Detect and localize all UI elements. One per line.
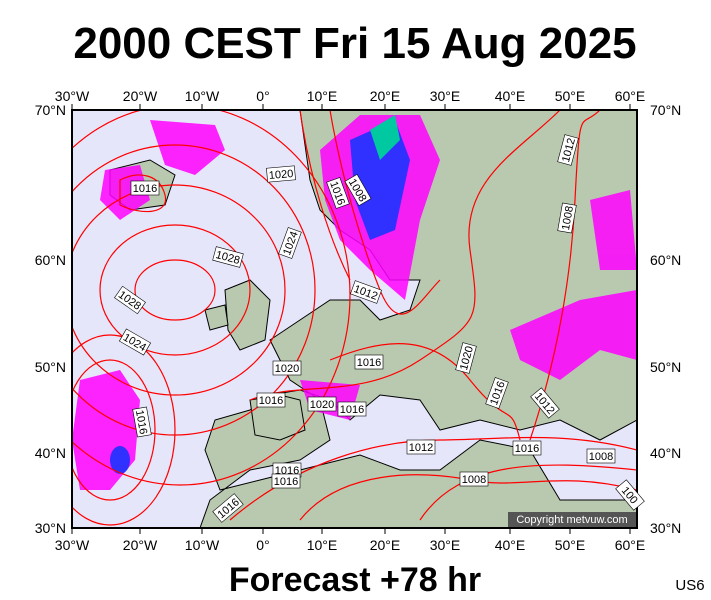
isobar-label-box — [557, 134, 579, 166]
isobar-label-text: 1016 — [515, 443, 539, 455]
isobar-label: 1012 — [406, 439, 436, 455]
lat-label-right: 40°N — [650, 445, 681, 461]
isobar-label-box — [326, 177, 350, 209]
isobar-label-box — [130, 180, 160, 196]
lat-label-left: 70°N — [35, 102, 66, 118]
lat-label-right: 60°N — [650, 252, 681, 268]
isobar-label-text: 1016 — [274, 476, 298, 488]
isobar-label: 1016 — [271, 473, 301, 489]
isobar-label: 1016 — [130, 180, 160, 196]
isobar-label-text: 1016 — [340, 404, 364, 416]
isobar-label-box — [530, 387, 560, 419]
isobar-label: 1008 — [557, 202, 577, 234]
isobar-label-text: 1016 — [133, 409, 149, 435]
isobar-label-box — [307, 396, 337, 412]
lat-label-right: 50°N — [650, 359, 681, 375]
lon-label-bottom: 50°E — [555, 537, 586, 553]
isobar-label: 1028 — [212, 246, 244, 268]
lon-label-top: 60°E — [615, 88, 646, 104]
map — [72, 110, 637, 528]
lat-label-left: 60°N — [35, 252, 66, 268]
isobar-label-text: 1020 — [275, 363, 299, 375]
code: US6 — [675, 577, 704, 594]
lon-label-bottom: 10°E — [307, 537, 338, 553]
isobar-label: 1016 — [132, 406, 152, 438]
lat-label-left: 50°N — [35, 359, 66, 375]
lon-label-bottom: 20°E — [370, 537, 401, 553]
isobar-label: 1008 — [459, 471, 489, 487]
isobar-label-box — [512, 440, 542, 456]
lon-label-top: 30°W — [55, 88, 90, 104]
isobar-label: 1016 — [512, 440, 542, 456]
isobar-label-box — [271, 473, 301, 489]
isobar-label: 1016 — [354, 354, 384, 370]
copyright: Copyright metvuw.com — [516, 514, 627, 526]
isobar-label-box — [615, 479, 645, 511]
intense-precipitation — [370, 115, 400, 160]
isobar-label-box — [337, 401, 367, 417]
isobar-label-text: 1008 — [462, 474, 486, 486]
isobar-label-box — [557, 202, 577, 234]
isobar-label: 1012 — [557, 134, 579, 166]
lon-label-top: 10°W — [185, 88, 220, 104]
isobar-label-box — [114, 285, 146, 315]
isobar-label-box — [266, 165, 296, 183]
lon-label-top: 50°E — [555, 88, 586, 104]
isobar-label-box — [212, 246, 244, 268]
isobar-label-text: 1008 — [560, 205, 576, 231]
isobar-label-text: 1012 — [409, 442, 433, 454]
heavy-precipitation — [110, 120, 410, 474]
lon-label-top: 20°E — [370, 88, 401, 104]
isobar-label: 1008 — [586, 448, 616, 464]
lat-label-left: 30°N — [35, 520, 66, 536]
isobar-label-box — [485, 377, 509, 409]
isobar-label-box — [272, 360, 302, 376]
lat-label-right: 30°N — [650, 520, 681, 536]
lon-label-top: 40°E — [495, 88, 526, 104]
title: 2000 CEST Fri 15 Aug 2025 — [73, 19, 636, 68]
isobar-label: 1020 — [272, 360, 302, 376]
isobar-label: 1016 — [337, 401, 367, 417]
map-frame — [71, 109, 638, 529]
isobar-label-text: 1016 — [133, 183, 157, 195]
isobar-label-box — [459, 471, 489, 487]
lon-label-top: 10°E — [307, 88, 338, 104]
isobar-label-box — [132, 406, 152, 438]
isobar-label-box — [212, 493, 244, 523]
forecast: Forecast +78 hr — [229, 561, 481, 599]
isobar-label-text: 1008 — [589, 451, 613, 463]
lon-label-top: 0° — [256, 88, 269, 104]
isobar-label-box — [118, 328, 152, 356]
lat-label-left: 40°N — [35, 445, 66, 461]
isobar-label-box — [586, 448, 616, 464]
isobar-label-text: 1020 — [268, 168, 293, 182]
isobar-label-box — [256, 392, 286, 408]
isobar-label: 1016 — [256, 392, 286, 408]
isobar-label-box — [406, 439, 436, 455]
lon-label-bottom: 10°W — [185, 537, 220, 553]
lon-label-top: 30°E — [430, 88, 461, 104]
isobar-label-box — [354, 354, 384, 370]
lat-label-right: 70°N — [650, 102, 681, 118]
isobar-label-box — [278, 227, 302, 259]
isobar-label: 1020 — [307, 396, 337, 412]
isobar-label-text: 1020 — [310, 399, 334, 411]
isobar-label-box — [455, 342, 477, 374]
isobar-label: 1020 — [455, 342, 477, 374]
lon-label-bottom: 60°E — [615, 537, 646, 553]
isobar-label-text: 1016 — [357, 357, 381, 369]
lon-label-bottom: 40°E — [495, 537, 526, 553]
lon-label-bottom: 30°E — [430, 537, 461, 553]
precipitation — [72, 115, 637, 490]
isobar-label: 1020 — [266, 165, 296, 183]
lon-label-bottom: 30°W — [55, 537, 90, 553]
copyright-box — [508, 512, 636, 527]
lon-label-bottom: 20°W — [123, 537, 158, 553]
isobar-label-box — [350, 280, 382, 304]
lon-label-top: 20°W — [123, 88, 158, 104]
lon-label-bottom: 0° — [256, 537, 269, 553]
isobar-label-box — [344, 173, 372, 207]
isobar-label-text: 1016 — [259, 395, 283, 407]
